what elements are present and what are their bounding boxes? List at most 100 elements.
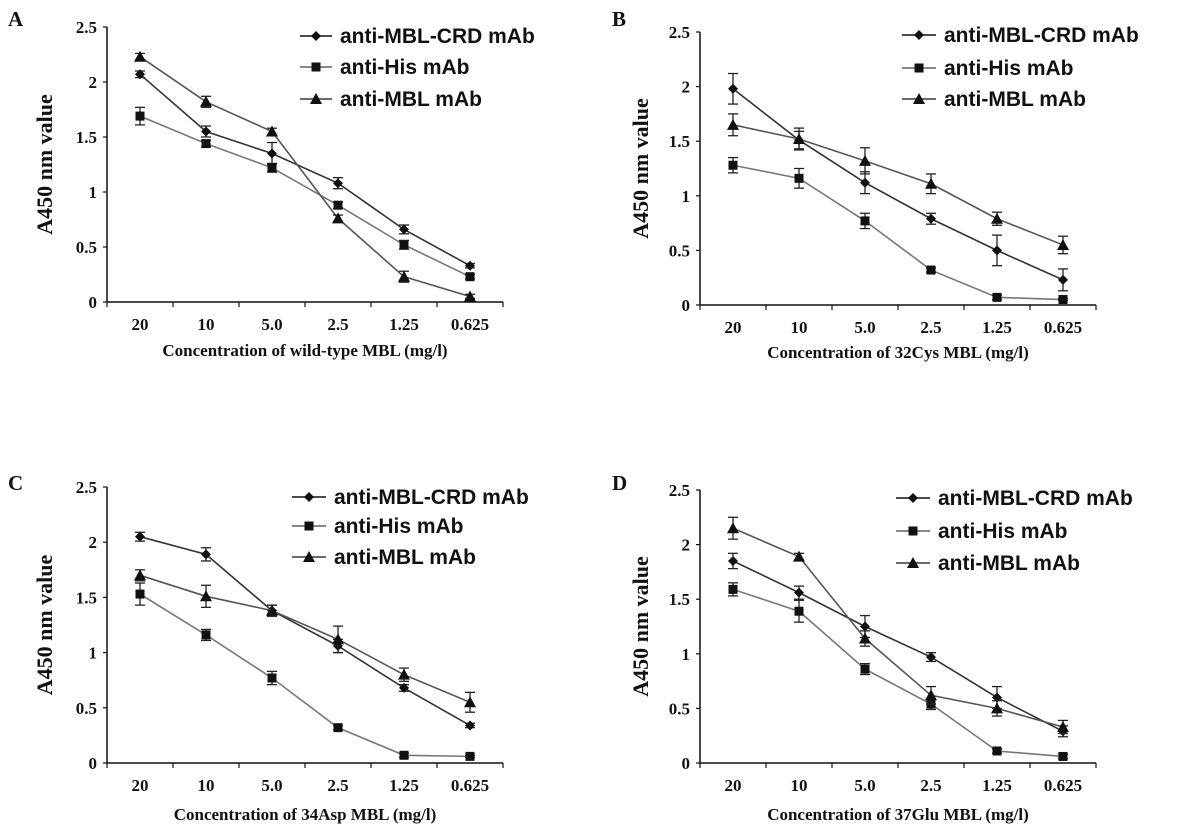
series-line xyxy=(139,535,471,727)
series-triangle xyxy=(727,516,1069,735)
data-point xyxy=(333,178,343,189)
data-point xyxy=(1057,238,1069,250)
series-line xyxy=(732,527,1064,728)
data-point xyxy=(399,682,409,693)
y-tick-label: 1.5 xyxy=(669,590,690,609)
legend-label: anti-MBL mAb xyxy=(340,88,482,111)
data-point xyxy=(135,531,145,542)
chart-panel-d: D 0 0.5 1 1.5 2 2.5 20 10 5.0 2.5 1.25 0.625 Concentr… xyxy=(612,471,1133,824)
data-point xyxy=(266,125,278,137)
data-point xyxy=(860,621,870,632)
legend-entry: anti-MBL mAb xyxy=(300,88,482,111)
data-point xyxy=(860,216,870,226)
legend-label: anti-His mAb xyxy=(334,515,464,538)
data-point xyxy=(925,689,937,701)
data-point xyxy=(333,723,343,733)
x-tick-label: 2.5 xyxy=(327,776,348,795)
data-point xyxy=(135,111,145,121)
chart-panel-c: C 0 0.5 1 1.5 2 2.5 20 10 5.0 2.5 1.25 0.625 Concentr… xyxy=(8,471,529,824)
data-point xyxy=(465,272,475,282)
data-point xyxy=(926,265,936,275)
legend-label: anti-MBL mAb xyxy=(944,88,1086,111)
panel-letter: B xyxy=(612,7,626,31)
y-axis-title: A450 nm value xyxy=(32,94,57,235)
x-tick-label: 5.0 xyxy=(261,315,282,334)
legend-entry: anti-MBL mAb xyxy=(292,546,476,569)
legend-label: anti-MBL mAb xyxy=(334,546,476,569)
data-point xyxy=(727,522,739,534)
legend-entry: anti-MBL-CRD mAb xyxy=(896,487,1133,510)
y-tick-label: 2.5 xyxy=(669,481,690,500)
data-point xyxy=(793,133,805,145)
y-tick-label: 2 xyxy=(682,536,691,555)
legend-label: anti-His mAb xyxy=(938,520,1068,543)
data-point xyxy=(794,606,804,616)
x-tick-label: 0.625 xyxy=(1044,318,1082,337)
y-tick-label: 1.5 xyxy=(76,588,97,607)
legend-label: anti-MBL-CRD mAb xyxy=(340,25,535,48)
y-tick-label: 0.5 xyxy=(76,699,97,718)
y-tick-label: 0.5 xyxy=(76,238,97,257)
x-tick-label: 10 xyxy=(791,776,808,795)
y-tick-label: 2 xyxy=(89,73,98,92)
y-tick-label: 2 xyxy=(682,78,691,97)
series-line xyxy=(732,164,1064,301)
data-point xyxy=(991,702,1003,714)
series-diamond xyxy=(135,531,475,731)
panel-letter: D xyxy=(612,471,627,495)
data-point xyxy=(399,240,409,250)
series-line xyxy=(139,56,471,298)
series-line xyxy=(732,560,1064,733)
panel-letter: C xyxy=(8,471,23,495)
legend-label: anti-MBL-CRD mAb xyxy=(334,486,529,509)
legend-label: anti-MBL-CRD mAb xyxy=(938,487,1133,510)
legend-marker xyxy=(311,31,321,41)
legend-entry: anti-MBL mAb xyxy=(896,552,1080,575)
chart-panel-a: A 0 0.5 1 1.5 2 2.5 20 10 5.0 2.5 1.25 0.625Concentr… xyxy=(8,7,535,360)
legend-marker xyxy=(304,492,314,502)
legend-marker xyxy=(311,62,321,72)
x-tick-label: 1.25 xyxy=(982,318,1012,337)
series-square xyxy=(135,106,475,282)
data-point xyxy=(399,750,409,760)
data-point xyxy=(465,720,475,731)
legend-marker xyxy=(310,93,322,104)
data-point xyxy=(1058,751,1068,761)
x-tick-label: 20 xyxy=(725,318,742,337)
y-tick-label: 0 xyxy=(682,754,691,773)
series-triangle xyxy=(727,113,1069,255)
legend-label: anti-His mAb xyxy=(944,57,1074,80)
data-point xyxy=(926,213,936,224)
data-point xyxy=(266,604,278,616)
data-point xyxy=(991,212,1003,224)
data-point xyxy=(399,224,409,235)
legend-label: anti-MBL mAb xyxy=(938,552,1080,575)
y-tick-label: 1.5 xyxy=(76,128,97,147)
data-point xyxy=(267,673,277,683)
data-point xyxy=(134,569,146,581)
data-point xyxy=(794,173,804,183)
x-axis-title: Concentration of wild-type MBL (mg/l) xyxy=(162,341,447,360)
x-tick-label: 5.0 xyxy=(261,776,282,795)
x-axis-title: Concentration of 37Glu MBL (mg/l) xyxy=(767,805,1029,824)
x-tick-label: 20 xyxy=(132,776,149,795)
series-line xyxy=(139,115,471,278)
data-point xyxy=(728,555,738,566)
x-tick-label: 1.25 xyxy=(389,315,419,334)
series-square xyxy=(135,582,475,761)
data-point xyxy=(465,751,475,761)
x-tick-label: 5.0 xyxy=(854,318,875,337)
data-point xyxy=(992,692,1002,703)
x-tick-label: 10 xyxy=(198,315,215,334)
series-square xyxy=(728,156,1068,305)
data-point xyxy=(793,550,805,562)
legend-entry: anti-MBL-CRD mAb xyxy=(902,24,1139,47)
data-point xyxy=(398,668,410,680)
data-point xyxy=(267,163,277,173)
series-line xyxy=(139,574,471,704)
y-tick-label: 0.5 xyxy=(669,241,690,260)
y-tick-label: 2.5 xyxy=(669,23,690,42)
legend-label: anti-His mAb xyxy=(340,56,470,79)
data-point xyxy=(200,95,212,107)
